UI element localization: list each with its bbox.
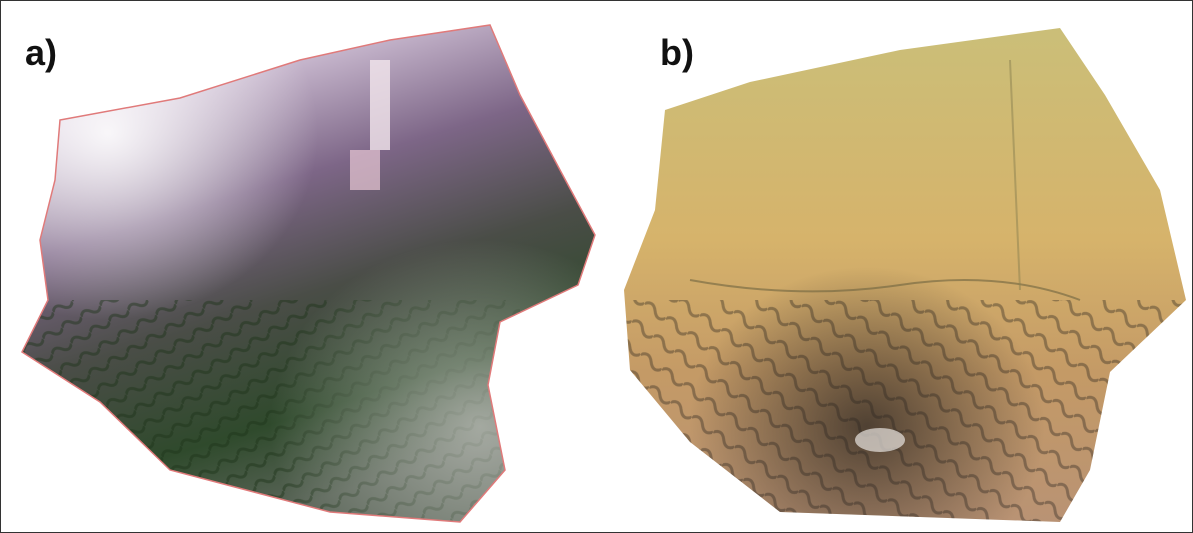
panel-label: b) — [660, 32, 694, 73]
panel-label: a) — [25, 32, 57, 73]
elevation-image — [624, 28, 1186, 522]
